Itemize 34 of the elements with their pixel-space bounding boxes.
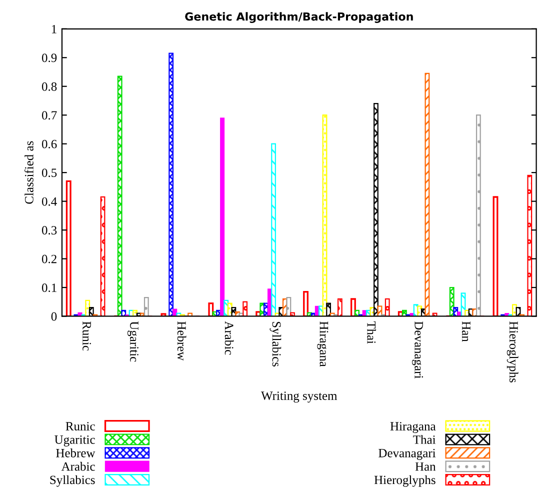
y-tick-label: 0.3 [42, 226, 57, 235]
legend-label: Han [415, 462, 436, 471]
x-tick-label: Devanagari [412, 321, 424, 378]
x-tick-label: Syllabics [270, 322, 282, 366]
x-tick-label: Hiragana [317, 321, 328, 367]
x-tick-label: Hebrew [177, 321, 186, 361]
legend-label: Hiragana [390, 422, 436, 434]
chart-title: Genetic Algorithm/Back-Propagation [185, 12, 413, 23]
y-tick-label: 0.9 [42, 54, 57, 62]
legend-label: Ugaritic [54, 435, 95, 446]
x-tick-label: Hieroglyphs [506, 321, 518, 382]
y-tick-label: 0.7 [42, 111, 57, 120]
x-axis-title: Writing system [261, 392, 338, 403]
y-axis-title: Classified as [24, 141, 34, 204]
legend-label: Devanagari [378, 448, 436, 460]
x-tick-label: Ugaritic [127, 321, 138, 362]
y-tick-label: 0.6 [42, 140, 57, 148]
y-tick-label: 0 [51, 312, 57, 321]
x-tick-label: Runic [82, 321, 91, 351]
y-tick-label: 0.1 [42, 284, 56, 292]
legend-label: Hieroglyphs [374, 475, 436, 487]
y-tick-label: 0.4 [42, 197, 57, 206]
legend-label: Hebrew [56, 448, 96, 458]
y-tick-label: 1 [52, 24, 56, 34]
x-tick-label: Arabic [224, 321, 234, 355]
x-tick-label: Thai [367, 321, 376, 344]
legend-label: Runic [66, 422, 95, 430]
y-tick-label: 0.8 [42, 82, 57, 91]
x-tick-label: Han [462, 321, 470, 342]
legend-label: Arabic [61, 462, 95, 471]
legend-label: Thai [413, 435, 436, 444]
y-tick-label: 0.2 [42, 254, 56, 264]
legend-label: Syllabics [50, 475, 95, 487]
y-tick-label: 0.5 [42, 168, 57, 178]
